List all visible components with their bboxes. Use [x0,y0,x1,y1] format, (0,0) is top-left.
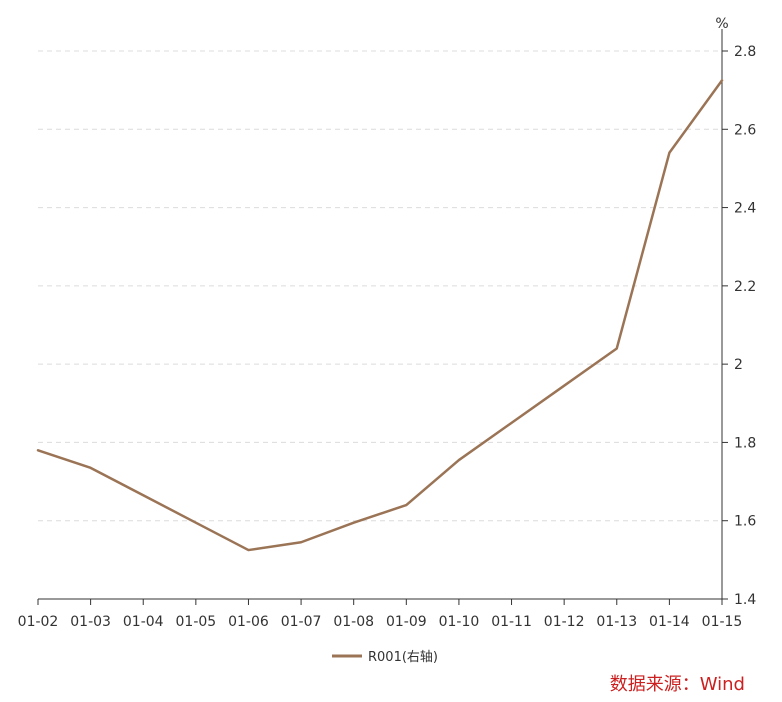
y-tick-label: 2 [734,357,743,373]
x-tick-label: 01-11 [491,614,532,630]
x-tick-label: 01-03 [70,614,111,630]
source-note: 数据来源：Wind [610,674,745,695]
legend: R001(右轴) [332,650,438,665]
x-tick-label: 01-06 [228,614,269,630]
legend-label: R001(右轴) [368,650,438,665]
series-layer [36,79,724,552]
x-tick-label: 01-15 [702,614,743,630]
grid-lines [38,50,722,522]
x-axis-ticks: 01-02 01-03 01-04 01-05 01-06 01-07 01-08 01-09… [18,599,743,630]
y-tick-label: 2.6 [734,122,756,138]
x-tick-label: 01-05 [176,614,217,630]
x-tick-label: 01-07 [281,614,322,630]
y-axis-unit: % [715,16,728,32]
y-tick-label: 1.6 [734,514,756,530]
x-tick-label: 01-14 [649,614,690,630]
y-tick-label: 2.8 [734,44,756,60]
axes [38,29,723,600]
x-tick-label: 01-04 [123,614,164,630]
x-tick-label: 01-12 [544,614,585,630]
y-tick-label: 2.2 [734,279,756,295]
y-tick-label: 1.4 [734,592,756,608]
x-tick-label: 01-02 [18,614,59,630]
x-tick-label: 01-10 [439,614,480,630]
series-line [36,79,724,552]
x-tick-label: 01-13 [596,614,637,630]
y-axis-ticks: 1.4 1.6 1.8 2 2.2 2.4 2.6 2.8 [722,44,756,608]
y-tick-label: 2.4 [734,201,756,217]
x-tick-label: 01-08 [333,614,374,630]
y-tick-label: 1.8 [734,435,756,451]
x-tick-label: 01-09 [386,614,427,630]
